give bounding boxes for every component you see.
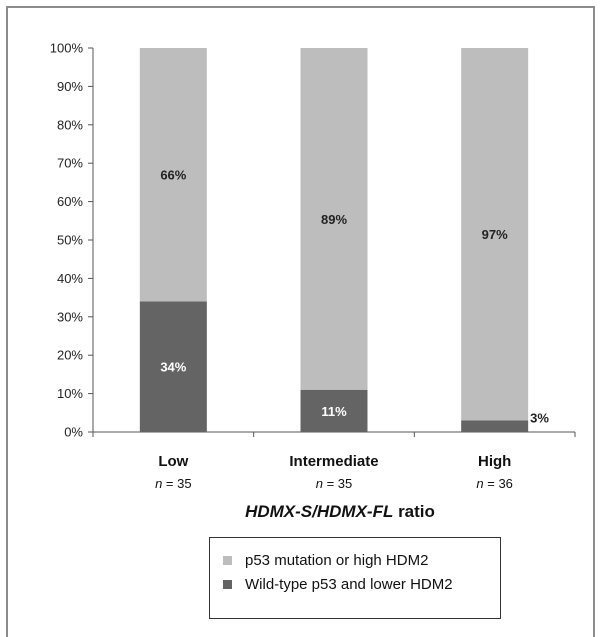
- y-tick-label: 30%: [57, 309, 83, 324]
- data-label-wildtype: 3%: [530, 410, 549, 425]
- data-label-wildtype: 34%: [160, 360, 186, 375]
- y-tick-label: 60%: [57, 194, 83, 209]
- legend-label-wildtype: Wild-type p53 and lower HDM2: [245, 575, 453, 593]
- category-n-label: n = 35: [316, 476, 353, 491]
- y-tick-label: 90%: [57, 79, 83, 94]
- legend-item-wildtype: Wild-type p53 and lower HDM2: [223, 572, 500, 596]
- n-value: = 35: [166, 476, 192, 491]
- legend-swatch-mutation: [223, 555, 232, 565]
- n-symbol: n: [476, 476, 487, 491]
- bar-segment-mutation: [461, 48, 529, 421]
- n-symbol: n: [316, 476, 327, 491]
- x-axis-title: HDMX-S/HDMX-FL ratio: [245, 502, 435, 521]
- stacked-bar-chart: 0% 10% 20% 30% 40% 50% 60% 70% 80% 90% 100% 66% 34% L…: [50, 41, 576, 521]
- category-label: High: [478, 453, 511, 470]
- legend-item-mutation: p53 mutation or high HDM2: [223, 548, 500, 572]
- n-symbol: n: [155, 476, 166, 491]
- y-tick-label: 10%: [57, 386, 83, 401]
- bar-segment-mutation: [300, 48, 368, 390]
- legend: p53 mutation or high HDM2 Wild-type p53 …: [209, 537, 501, 619]
- x-axis-title-suffix: ratio: [393, 502, 435, 521]
- category-label: Intermediate: [289, 453, 378, 470]
- bar-segment-wildtype: [139, 301, 207, 432]
- category-n-label: n = 36: [476, 476, 513, 491]
- n-value: = 35: [327, 476, 353, 491]
- bar-segment-wildtype: [300, 389, 368, 432]
- y-tick-label: 40%: [57, 271, 83, 286]
- n-value: = 36: [487, 476, 513, 491]
- legend-swatch-wildtype: [223, 579, 232, 589]
- data-label-wildtype: 11%: [321, 404, 347, 419]
- x-axis-title-italic: HDMX-S/HDMX-FL: [245, 502, 393, 521]
- category-label: Low: [158, 453, 188, 470]
- y-tick-label: 100%: [50, 41, 84, 56]
- data-label-mutation: 97%: [482, 227, 508, 242]
- chart-frame: [6, 6, 595, 637]
- data-label-mutation: 89%: [321, 212, 347, 227]
- y-tick-label: 80%: [57, 117, 83, 132]
- legend-label-mutation: p53 mutation or high HDM2: [245, 551, 429, 569]
- y-tick-label: 70%: [57, 156, 83, 171]
- data-label-mutation: 66%: [160, 168, 186, 183]
- y-tick-label: 20%: [57, 348, 83, 363]
- bar-segment-wildtype: [461, 420, 529, 432]
- y-tick-label: 0%: [64, 425, 83, 440]
- bar-segment-mutation: [139, 48, 207, 302]
- category-n-label: n = 35: [155, 476, 192, 491]
- y-tick-label: 50%: [57, 233, 83, 248]
